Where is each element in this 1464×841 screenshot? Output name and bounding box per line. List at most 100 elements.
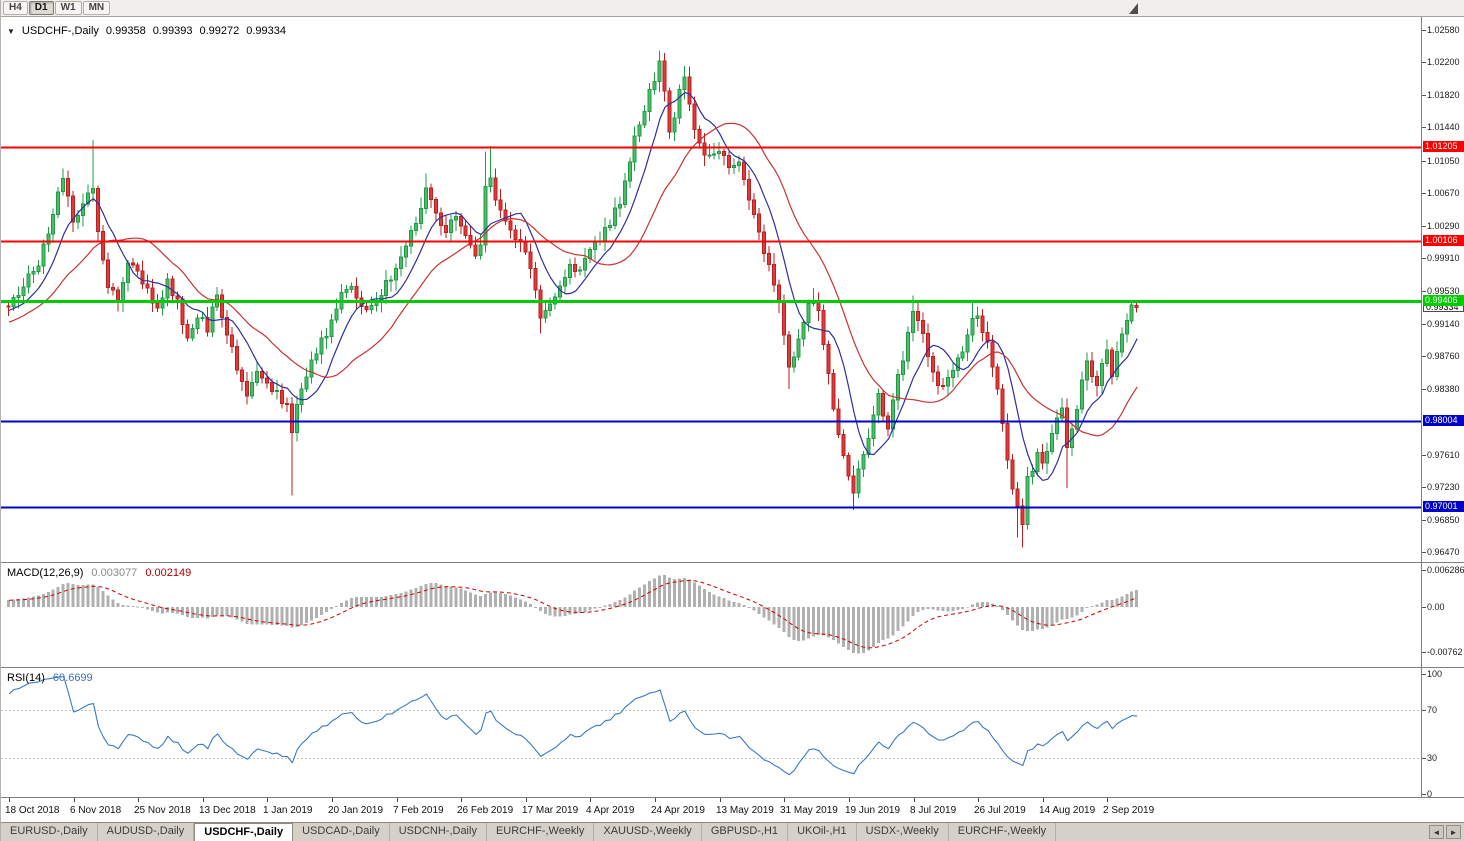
price-scale-value: 0.98380 (1427, 384, 1460, 394)
macd-value-signal: 0.002149 (145, 567, 192, 579)
ma-fast-line (8, 91, 1138, 481)
price-scale-value: 1.02580 (1427, 25, 1460, 35)
candlestick-chart-canvas[interactable] (1, 17, 1421, 563)
tabs-scroll-right-button[interactable]: ► (1446, 825, 1461, 839)
chart-tab[interactable]: AUDUSD-,Daily (98, 823, 195, 841)
price-scale-tick (1422, 552, 1426, 553)
rsi-scale-value: 30 (1427, 753, 1438, 763)
time-axis-tick (784, 798, 785, 802)
time-axis-tick (655, 798, 656, 802)
timeframe-button-w1[interactable]: W1 (54, 1, 82, 15)
chart-tab-bar: EURUSD-,Daily AUDUSD-,Daily USDCHF-,Daily U… (1, 822, 1464, 841)
time-axis[interactable]: 18 Oct 2018 6 Nov 2018 25 Nov 2018 13 Dec 2… (1, 798, 1464, 822)
time-axis-tick (914, 798, 915, 802)
price-scale-value: 1.00670 (1427, 188, 1460, 198)
main-chart-pane[interactable]: ▼ USDCHF-,Daily 0.99358 0.99393 0.99272 … (1, 17, 1464, 563)
time-axis-label: 19 Jun 2019 (845, 805, 901, 816)
time-axis-tick (526, 798, 527, 802)
macd-histogram (7, 575, 1139, 654)
tabs-scroll-left-button[interactable]: ◄ (1429, 825, 1444, 839)
rsi-header: RSI(14) 60.6699 (7, 672, 93, 684)
macd-scale-value: 0.006286 (1427, 565, 1464, 575)
macd-value-main: 0.003077 (91, 567, 138, 579)
time-axis-tick (267, 798, 268, 802)
time-axis-tick (74, 798, 75, 802)
chart-tab[interactable]: XAUUSD-,Weekly (594, 823, 702, 841)
macd-indicator-pane[interactable]: MACD(12,26,9) 0.003077 0.002149 (1, 563, 1464, 668)
chart-tab[interactable]: USDX-,Weekly (857, 823, 949, 841)
time-axis-label: 4 Apr 2019 (586, 805, 635, 816)
price-scale-tick (1422, 487, 1426, 488)
chart-shift-marker[interactable] (1129, 3, 1138, 14)
rsi-scale-tick (1422, 710, 1426, 711)
rsi-scale-value: 0 (1427, 789, 1433, 799)
time-axis-tick (849, 798, 850, 802)
price-scale-tick (1422, 389, 1426, 390)
rsi-scale-tick (1422, 674, 1426, 675)
chart-tabs-group: EURUSD-,Daily AUDUSD-,Daily USDCHF-,Daily U… (1, 823, 1057, 841)
ma-slow-line (8, 122, 1138, 437)
chart-tab[interactable]: GBPUSD-,H1 (702, 823, 789, 841)
time-axis-label: 26 Jul 2019 (974, 805, 1026, 816)
chart-tab[interactable]: EURUSD-,Daily (1, 823, 98, 841)
price-scale-tick (1422, 62, 1426, 63)
time-axis-label: 31 May 2019 (780, 805, 838, 816)
price-scale-tick (1422, 258, 1426, 259)
time-axis-tick (978, 798, 979, 802)
macd-canvas[interactable] (1, 563, 1421, 668)
price-level-label[interactable]: 0.98004 (1423, 415, 1464, 426)
time-axis-tick (332, 798, 333, 802)
time-axis-label: 8 Jul 2019 (910, 805, 957, 816)
price-level-label[interactable]: 0.99406 (1423, 295, 1464, 306)
price-level-label[interactable]: 1.01205 (1423, 141, 1464, 152)
price-level-label[interactable]: 0.97001 (1423, 501, 1464, 512)
price-scale-value: 0.97230 (1427, 482, 1460, 492)
rsi-scale-value: 100 (1427, 669, 1443, 679)
chart-tab[interactable]: USDCNH-,Daily (390, 823, 487, 841)
price-scale-value: 1.00290 (1427, 221, 1460, 231)
price-level-label[interactable]: 1.00106 (1423, 235, 1464, 246)
time-axis-tick (397, 798, 398, 802)
price-scale[interactable]: 1.02580 1.02200 1.01820 1.01440 1.01050 1.006… (1421, 17, 1464, 799)
time-axis-label: 14 Aug 2019 (1039, 805, 1096, 816)
timeframe-button-mn[interactable]: MN (82, 1, 111, 15)
candlestick-series (6, 50, 1139, 548)
chart-tab[interactable]: EURCHF-,Weekly (949, 823, 1057, 841)
time-axis-tick (720, 798, 721, 802)
timeframe-button-d1[interactable]: D1 (28, 1, 54, 15)
macd-label: MACD(12,26,9) (7, 567, 84, 579)
time-axis-tick (461, 798, 462, 802)
collapse-triangle-icon[interactable]: ▼ (7, 26, 15, 36)
price-scale-value: 0.97610 (1427, 450, 1460, 460)
tab-navigation: ◄ ► (1429, 823, 1464, 841)
price-scale-tick (1422, 193, 1426, 194)
ohlc-high: 0.99393 (152, 25, 193, 37)
macd-header: MACD(12,26,9) 0.003077 0.002149 (7, 567, 191, 579)
chart-symbol-period: USDCHF-,Daily (21, 25, 99, 37)
macd-scale-tick (1422, 652, 1426, 653)
chart-tab[interactable]: UKOil-,H1 (788, 823, 857, 841)
price-scale-value: 0.99530 (1427, 286, 1460, 296)
chart-tab-active[interactable]: USDCHF-,Daily (194, 823, 294, 841)
rsi-value: 60.6699 (52, 672, 93, 684)
macd-scale-value: -0.00762 (1427, 647, 1463, 657)
ohlc-low: 0.99272 (199, 25, 240, 37)
price-scale-value: 0.99140 (1427, 319, 1460, 329)
price-scale-tick (1422, 161, 1426, 162)
chart-tab[interactable]: EURCHF-,Weekly (487, 823, 595, 841)
price-scale-tick (1422, 226, 1426, 227)
time-axis-label: 13 Dec 2018 (199, 805, 256, 816)
timeframe-button-h4[interactable]: H4 (3, 1, 28, 15)
price-scale-tick (1422, 127, 1426, 128)
price-scale-value: 1.01440 (1427, 122, 1460, 132)
macd-scale-value: 0.00 (1427, 602, 1445, 612)
chart-tab[interactable]: USDCAD-,Daily (293, 823, 390, 841)
time-axis-label: 13 May 2019 (716, 805, 774, 816)
rsi-scale-tick (1422, 758, 1426, 759)
price-scale-value: 0.96470 (1427, 547, 1460, 557)
price-scale-tick (1422, 95, 1426, 96)
rsi-canvas[interactable] (1, 668, 1421, 798)
price-scale-tick (1422, 520, 1426, 521)
price-scale-value: 0.99910 (1427, 253, 1460, 263)
rsi-indicator-pane[interactable]: RSI(14) 60.6699 (1, 668, 1464, 798)
